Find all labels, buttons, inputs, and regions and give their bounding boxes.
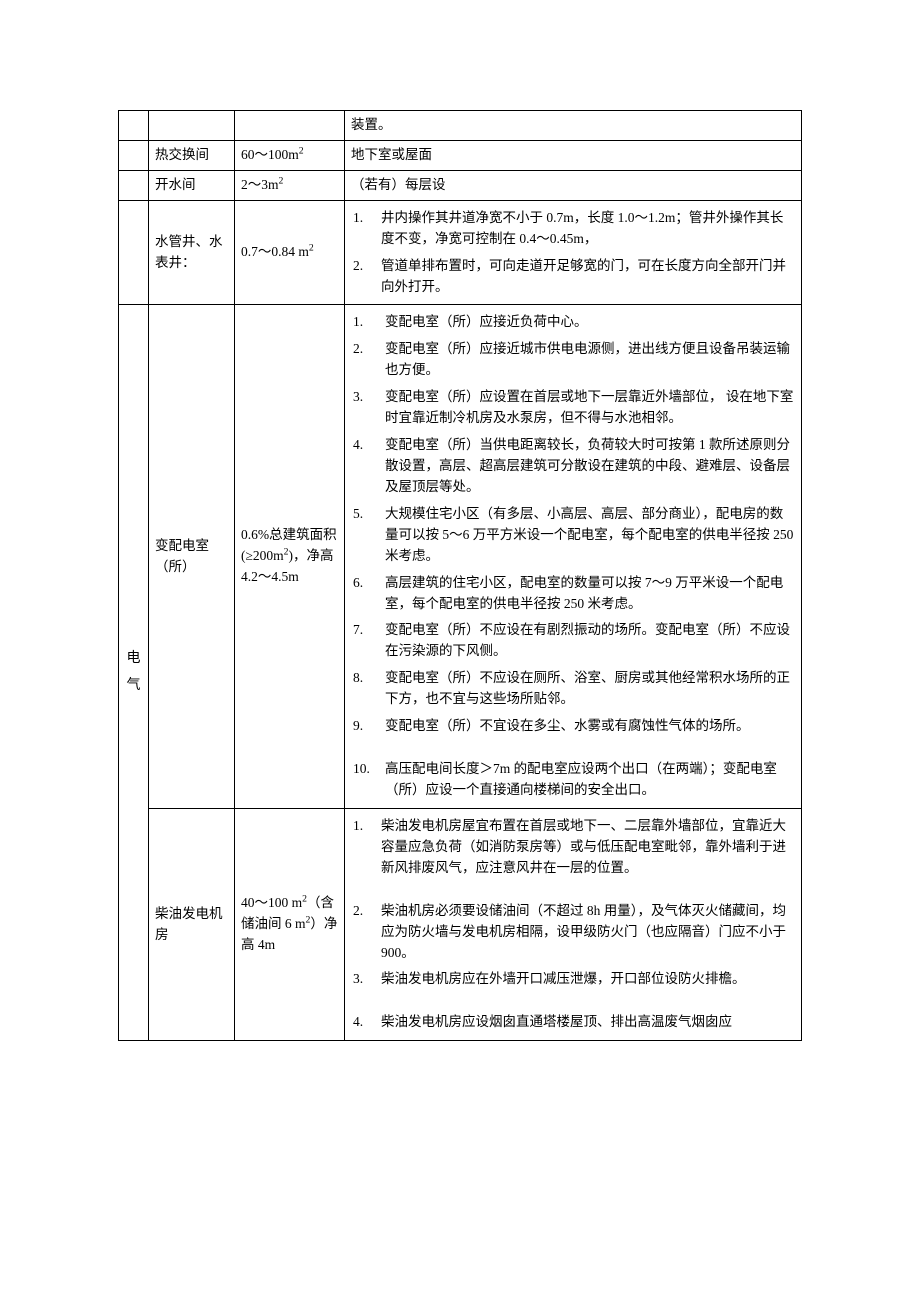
- room-name-cell: 开水间: [149, 170, 235, 200]
- list-num: 2.: [351, 256, 381, 298]
- list-item: 2. 管道单排布置时，可向走道开足够宽的门，可在长度方向全部开门并向外打开。: [351, 253, 795, 301]
- list-item: 2.柴油机房必须要设储油间（不超过 8h 用量），及气体灭火储藏间，均应为防火墙…: [351, 898, 795, 967]
- notes-list: 1. 井内操作其井道净宽不小于 0.7m，长度 1.0～1.2m；管井外操作其长…: [351, 205, 795, 301]
- list-item: 10.高压配电间长度＞7m 的配电室应设两个出口（在两端）；变配电室（所）应设一…: [351, 756, 795, 804]
- spec-text: 0.7～0.84 m2: [241, 244, 314, 259]
- document-page: 装置。 热交换间 60～100m2 地下室或屋面 开水间 2～3m2 （若有）每…: [0, 0, 920, 1302]
- spec-table: 装置。 热交换间 60～100m2 地下室或屋面 开水间 2～3m2 （若有）每…: [118, 110, 802, 1041]
- list-item: 3.柴油发电机房应在外墙开口减压泄爆，开口部位设防火排檐。: [351, 966, 795, 993]
- list-item: 4.柴油发电机房应设烟囱直通塔楼屋顶、排出高温废气烟囱应: [351, 1009, 795, 1036]
- list-item: 1. 井内操作其井道净宽不小于 0.7m，长度 1.0～1.2m；管井外操作其长…: [351, 205, 795, 253]
- spec-text: 0.6%总建筑面积(≥200m2)，净高 4.2～4.5m: [241, 527, 337, 584]
- notes-list: 1.变配电室（所）应接近负荷中心。 2.变配电室（所）应接近城市供电电源侧，进出…: [351, 309, 795, 803]
- list-item: 3.变配电室（所）应设置在首层或地下一层靠近外墙部位， 设在地下室时宜靠近制冷机…: [351, 384, 795, 432]
- list-item: 2.变配电室（所）应接近城市供电电源侧，进出线方便且设备吊装运输也方便。: [351, 336, 795, 384]
- list-num: 1.: [351, 208, 381, 250]
- spec-cell: 0.7～0.84 m2: [235, 200, 345, 305]
- room-name-cell: 热交换间: [149, 140, 235, 170]
- table-row: 柴油发电机房 40～100 m2（含储油间 6 m2）净高 4m 1.柴油发电机…: [119, 808, 802, 1040]
- spec-cell: 0.6%总建筑面积(≥200m2)，净高 4.2～4.5m: [235, 305, 345, 808]
- note-text: 地下室或屋面: [351, 147, 432, 162]
- category-cell: [119, 111, 149, 141]
- notes-cell: 地下室或屋面: [345, 140, 802, 170]
- list-item: 9.变配电室（所）不宜设在多尘、水雾或有腐蚀性气体的场所。: [351, 713, 795, 740]
- room-name-cell: [149, 111, 235, 141]
- category-cell: 电气: [119, 305, 149, 1041]
- spec-cell: 60～100m2: [235, 140, 345, 170]
- room-name-cell: 变配电室（所）: [149, 305, 235, 808]
- category-cell: [119, 140, 149, 170]
- table-row: 装置。: [119, 111, 802, 141]
- list-text: 管道单排布置时，可向走道开足够宽的门，可在长度方向全部开门并向外打开。: [381, 256, 795, 298]
- category-cell: [119, 200, 149, 305]
- spec-cell: 2～3m2: [235, 170, 345, 200]
- room-name-cell: 水管井、水表井：: [149, 200, 235, 305]
- spec-text: 2～3m2: [241, 177, 283, 192]
- table-row: 热交换间 60～100m2 地下室或屋面: [119, 140, 802, 170]
- list-item: 4.变配电室（所）当供电距离较长，负荷较大时可按第 1 款所述原则分散设置，高层…: [351, 432, 795, 501]
- notes-cell: 1.柴油发电机房屋宜布置在首层或地下一、二层靠外墙部位，宜靠近大容量应急负荷（如…: [345, 808, 802, 1040]
- notes-cell: 1. 井内操作其井道净宽不小于 0.7m，长度 1.0～1.2m；管井外操作其长…: [345, 200, 802, 305]
- spec-cell: [235, 111, 345, 141]
- blank-line: [351, 882, 795, 898]
- list-item: 8.变配电室（所）不应设在厕所、浴室、厨房或其他经常积水场所的正下方，也不宜与这…: [351, 665, 795, 713]
- list-item: 1.柴油发电机房屋宜布置在首层或地下一、二层靠外墙部位，宜靠近大容量应急负荷（如…: [351, 813, 795, 882]
- list-item: 6.高层建筑的住宅小区，配电室的数量可以按 7～9 万平米设一个配电室，每个配电…: [351, 570, 795, 618]
- list-text: 井内操作其井道净宽不小于 0.7m，长度 1.0～1.2m；管井外操作其长度不变…: [381, 208, 795, 250]
- category-cell: [119, 170, 149, 200]
- list-item: 7.变配电室（所）不应设在有剧烈振动的场所。变配电室（所）不应设在污染源的下风侧…: [351, 617, 795, 665]
- notes-list: 1.柴油发电机房屋宜布置在首层或地下一、二层靠外墙部位，宜靠近大容量应急负荷（如…: [351, 813, 795, 1036]
- spec-text: 60～100m2: [241, 147, 304, 162]
- list-item: 5.大规模住宅小区（有多层、小高层、高层、部分商业），配电房的数量可以按 5～6…: [351, 501, 795, 570]
- blank-line: [351, 993, 795, 1009]
- table-row: 电气 变配电室（所） 0.6%总建筑面积(≥200m2)，净高 4.2～4.5m…: [119, 305, 802, 808]
- table-row: 开水间 2～3m2 （若有）每层设: [119, 170, 802, 200]
- room-name-cell: 柴油发电机房: [149, 808, 235, 1040]
- notes-cell: （若有）每层设: [345, 170, 802, 200]
- note-text: （若有）每层设: [351, 177, 446, 192]
- notes-cell: 1.变配电室（所）应接近负荷中心。 2.变配电室（所）应接近城市供电电源侧，进出…: [345, 305, 802, 808]
- list-item: 1.变配电室（所）应接近负荷中心。: [351, 309, 795, 336]
- spec-text: 40～100 m2（含储油间 6 m2）净高 4m: [241, 895, 337, 952]
- notes-cell: 装置。: [345, 111, 802, 141]
- table-row: 水管井、水表井： 0.7～0.84 m2 1. 井内操作其井道净宽不小于 0.7…: [119, 200, 802, 305]
- blank-line: [351, 740, 795, 756]
- note-text: 装置。: [351, 117, 392, 132]
- spec-cell: 40～100 m2（含储油间 6 m2）净高 4m: [235, 808, 345, 1040]
